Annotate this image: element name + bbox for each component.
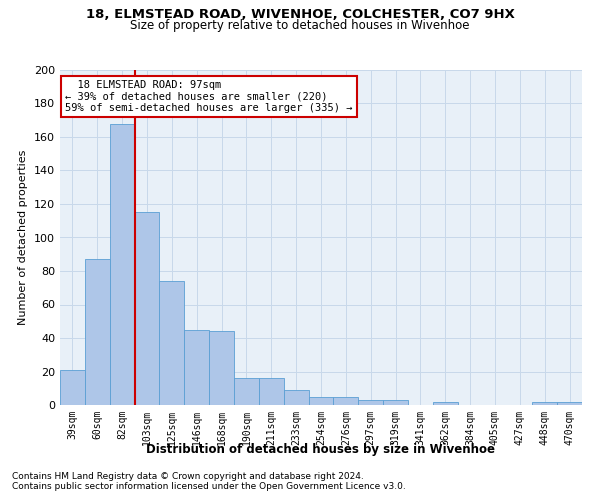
Bar bbox=[110, 124, 134, 405]
Text: 18, ELMSTEAD ROAD, WIVENHOE, COLCHESTER, CO7 9HX: 18, ELMSTEAD ROAD, WIVENHOE, COLCHESTER,… bbox=[86, 8, 514, 20]
Text: Distribution of detached houses by size in Wivenhoe: Distribution of detached houses by size … bbox=[146, 442, 496, 456]
Bar bbox=[85, 260, 110, 405]
Text: Contains public sector information licensed under the Open Government Licence v3: Contains public sector information licen… bbox=[12, 482, 406, 491]
Bar bbox=[358, 400, 383, 405]
Bar bbox=[160, 281, 184, 405]
Bar bbox=[134, 212, 160, 405]
Bar bbox=[334, 396, 358, 405]
Bar bbox=[234, 378, 259, 405]
Bar bbox=[184, 330, 209, 405]
Text: Contains HM Land Registry data © Crown copyright and database right 2024.: Contains HM Land Registry data © Crown c… bbox=[12, 472, 364, 481]
Bar bbox=[433, 402, 458, 405]
Bar bbox=[284, 390, 308, 405]
Bar bbox=[308, 396, 334, 405]
Text: Size of property relative to detached houses in Wivenhoe: Size of property relative to detached ho… bbox=[130, 19, 470, 32]
Bar bbox=[259, 378, 284, 405]
Bar bbox=[60, 370, 85, 405]
Y-axis label: Number of detached properties: Number of detached properties bbox=[19, 150, 28, 325]
Bar bbox=[209, 332, 234, 405]
Bar bbox=[557, 402, 582, 405]
Bar bbox=[383, 400, 408, 405]
Bar bbox=[532, 402, 557, 405]
Text: 18 ELMSTEAD ROAD: 97sqm  
← 39% of detached houses are smaller (220)
59% of semi: 18 ELMSTEAD ROAD: 97sqm ← 39% of detache… bbox=[65, 80, 353, 113]
